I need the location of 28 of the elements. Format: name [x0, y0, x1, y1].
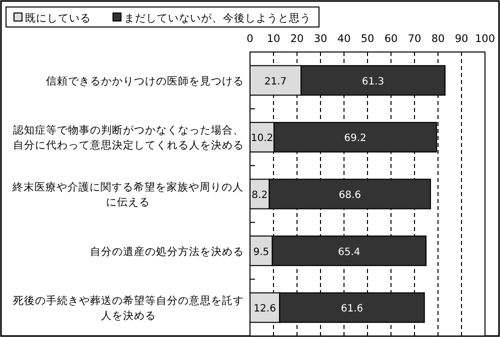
x-tick-label: 50: [360, 33, 374, 45]
legend-label: 既にしている: [25, 12, 91, 24]
y-tick-label: 認知症等で物事の判断がつかなくなった場合、自分に代わって意思決定してくれる人を決める: [13, 124, 244, 152]
x-tick-label: 30: [314, 33, 328, 45]
data-label: 61.3: [362, 76, 384, 88]
data-label: 10.2: [250, 133, 274, 144]
y-tick-label: 信頼できるかかりつけの医師を見つける: [46, 75, 244, 88]
data-label: 12.6: [254, 304, 276, 315]
data-label: 68.6: [338, 190, 362, 201]
x-tick-label: 20: [290, 33, 304, 45]
data-label: 61.6: [340, 304, 364, 315]
data-label: 8.2: [252, 190, 268, 201]
legend-label: まだしていないが、今後しようと思う: [124, 12, 311, 24]
x-tick-label: 100: [474, 33, 496, 45]
data-label: 9.5: [253, 246, 270, 258]
x-tick-label: 90: [454, 33, 468, 45]
x-tick-label: 40: [337, 33, 351, 45]
y-tick-label: 自分の遺産の処分方法を決める: [90, 244, 244, 258]
x-tick-label: 0: [246, 33, 254, 45]
y-tick-label: 死後の手続きや葬送の希望等自分の意思を託す人を決める: [13, 294, 244, 322]
data-label: 69.2: [344, 133, 366, 144]
x-tick-label: 80: [431, 33, 445, 45]
data-label: 21.7: [264, 76, 287, 88]
x-tick-label: 70: [408, 33, 422, 45]
x-tick-label: 60: [384, 33, 398, 45]
x-tick-label: 10: [266, 33, 280, 45]
y-tick-label: 終末医療や介護に関する希望を家族や周りの人に伝える: [12, 180, 244, 208]
data-label: 65.4: [338, 246, 360, 258]
